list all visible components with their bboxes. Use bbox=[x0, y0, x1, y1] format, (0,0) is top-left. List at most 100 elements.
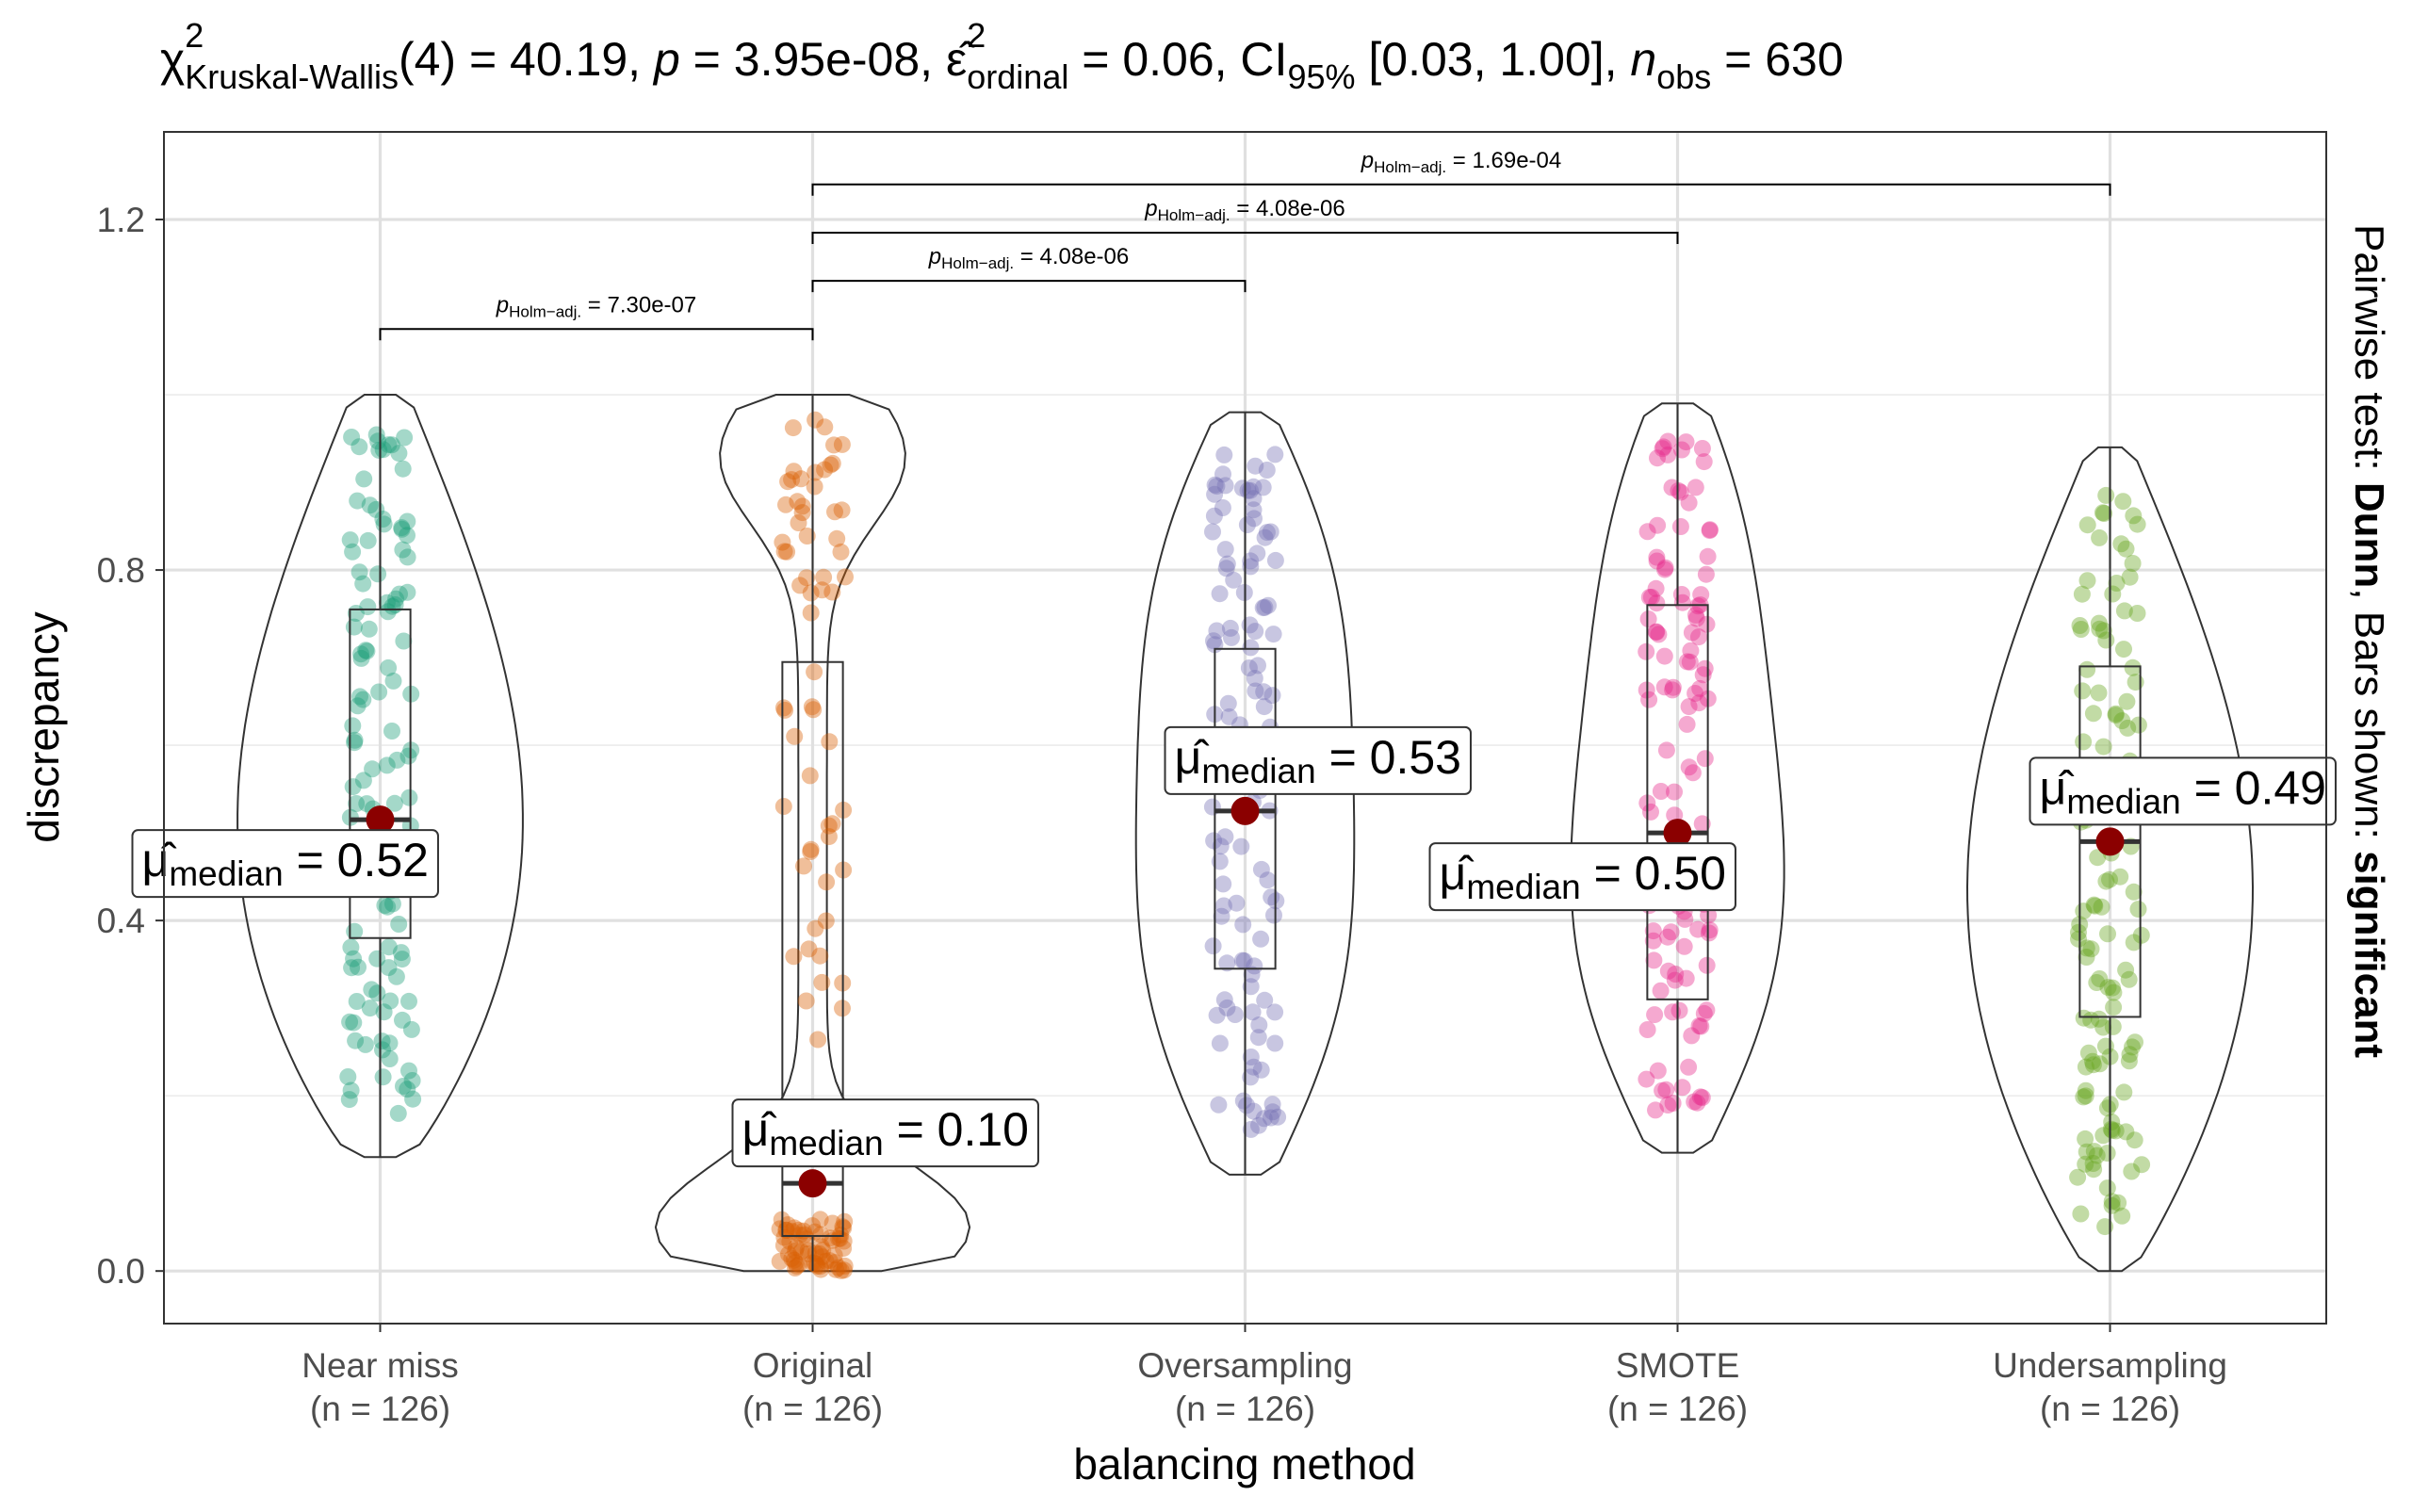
point-3-65 bbox=[1664, 678, 1682, 696]
point-2-69 bbox=[1242, 978, 1260, 996]
point-4-64 bbox=[2073, 585, 2091, 603]
point-4-3 bbox=[2091, 620, 2109, 638]
median-label-4: μ̂median = 0.49 bbox=[2029, 756, 2337, 826]
svg-text:μ̂median = 0.10: μ̂median = 0.10 bbox=[742, 1103, 1029, 1162]
point-1-8 bbox=[817, 912, 835, 930]
point-0-72 bbox=[399, 512, 416, 530]
point-4-41 bbox=[2082, 940, 2100, 958]
point-1-38 bbox=[787, 1260, 804, 1276]
point-4-111 bbox=[2123, 1162, 2141, 1180]
point-3-51 bbox=[1686, 1093, 1703, 1111]
point-3-39 bbox=[1693, 815, 1711, 833]
point-0-36 bbox=[379, 898, 397, 916]
point-3-85 bbox=[1687, 479, 1704, 496]
x-tick-label-2: Oversampling bbox=[1137, 1346, 1352, 1385]
point-2-80 bbox=[1232, 837, 1250, 855]
violin-2 bbox=[1134, 411, 1356, 1176]
point-4-40 bbox=[2118, 692, 2136, 710]
point-1-78 bbox=[789, 493, 807, 511]
point-3-53 bbox=[1662, 923, 1680, 941]
point-1-103 bbox=[774, 1237, 792, 1254]
point-4-88 bbox=[2124, 658, 2142, 676]
svg-text:pHolm−adj. = 4.08e-06: pHolm−adj. = 4.08e-06 bbox=[928, 244, 1129, 272]
point-0-108 bbox=[399, 1081, 416, 1098]
point-3-64 bbox=[1659, 446, 1677, 463]
point-3-36 bbox=[1649, 1062, 1667, 1080]
point-2-111 bbox=[1263, 888, 1280, 906]
median-dot-0 bbox=[366, 805, 395, 835]
point-4-78 bbox=[2093, 898, 2110, 916]
y-tick-label-1: 0.4 bbox=[97, 902, 145, 940]
point-1-34 bbox=[775, 1228, 793, 1246]
point-2-40 bbox=[1256, 598, 1274, 616]
point-2-83 bbox=[1215, 446, 1233, 463]
point-1-18 bbox=[791, 577, 809, 594]
point-3-117 bbox=[1646, 1006, 1664, 1024]
point-4-18 bbox=[2083, 1052, 2101, 1070]
svg-text:μ̂median = 0.49: μ̂median = 0.49 bbox=[2040, 761, 2326, 821]
point-4-33 bbox=[2091, 1055, 2109, 1073]
point-1-32 bbox=[807, 919, 824, 937]
point-2-95 bbox=[1210, 1096, 1228, 1114]
point-3-13 bbox=[1640, 589, 1658, 606]
point-4-22 bbox=[2120, 970, 2138, 988]
point-4-77 bbox=[2088, 1146, 2106, 1164]
point-3-108 bbox=[1701, 921, 1719, 939]
pairwise-bracket-2: pHolm−adj. = 4.08e-06 bbox=[811, 196, 1679, 244]
point-0-49 bbox=[343, 429, 361, 446]
point-3-8 bbox=[1647, 623, 1665, 641]
point-3-42 bbox=[1689, 597, 1707, 615]
point-3-19 bbox=[1666, 783, 1683, 801]
median-label-layer: μ̂median = 0.52 μ̂median = 0.10 μ̂median =… bbox=[131, 725, 2337, 1168]
point-4-28 bbox=[2078, 660, 2096, 678]
point-1-109 bbox=[802, 604, 820, 622]
point-3-31 bbox=[1647, 1101, 1664, 1119]
point-3-78 bbox=[1655, 678, 1673, 696]
point-0-104 bbox=[393, 519, 411, 537]
box-1 bbox=[781, 660, 844, 1237]
point-0-80 bbox=[379, 603, 397, 621]
point-4-114 bbox=[2132, 926, 2150, 944]
point-1-33 bbox=[823, 1214, 841, 1232]
point-2-88 bbox=[1204, 937, 1222, 955]
point-2-10 bbox=[1256, 528, 1274, 546]
point-2-46 bbox=[1259, 871, 1277, 889]
median-label-2: μ̂median = 0.53 bbox=[1164, 725, 1472, 795]
point-3-71 bbox=[1675, 937, 1693, 955]
point-3-40 bbox=[1687, 606, 1704, 624]
point-0-53 bbox=[348, 795, 366, 812]
point-1-35 bbox=[829, 1259, 847, 1276]
point-3-56 bbox=[1692, 586, 1710, 604]
point-2-98 bbox=[1214, 875, 1232, 893]
point-0-105 bbox=[399, 527, 416, 545]
point-3-20 bbox=[1687, 685, 1704, 702]
point-4-102 bbox=[2084, 705, 2102, 723]
point-2-41 bbox=[1214, 465, 1231, 483]
point-3-116 bbox=[1695, 453, 1713, 471]
point-2-91 bbox=[1223, 628, 1240, 646]
point-2-96 bbox=[1216, 477, 1234, 495]
point-3-93 bbox=[1657, 1081, 1675, 1098]
point-1-118 bbox=[798, 528, 816, 545]
point-3-38 bbox=[1699, 547, 1717, 565]
point-3-75 bbox=[1696, 750, 1714, 768]
point-2-4 bbox=[1214, 499, 1231, 516]
point-2-71 bbox=[1208, 478, 1226, 496]
point-2-85 bbox=[1244, 1003, 1262, 1021]
point-1-93 bbox=[806, 663, 823, 681]
violin-4 bbox=[1965, 446, 2255, 1273]
point-2-1 bbox=[1254, 599, 1272, 617]
point-1-116 bbox=[812, 1226, 830, 1244]
point-4-117 bbox=[2099, 979, 2117, 997]
point-4-50 bbox=[2103, 1196, 2121, 1214]
point-0-3 bbox=[352, 649, 370, 667]
point-1-105 bbox=[823, 454, 841, 472]
point-2-25 bbox=[1233, 951, 1251, 969]
point-1-74 bbox=[835, 1240, 853, 1258]
point-1-81 bbox=[816, 461, 834, 479]
point-4-2 bbox=[2095, 505, 2113, 522]
point-0-1 bbox=[358, 795, 376, 813]
point-3-118 bbox=[1638, 523, 1656, 541]
point-0-81 bbox=[395, 1078, 412, 1095]
point-3-95 bbox=[1677, 433, 1695, 451]
